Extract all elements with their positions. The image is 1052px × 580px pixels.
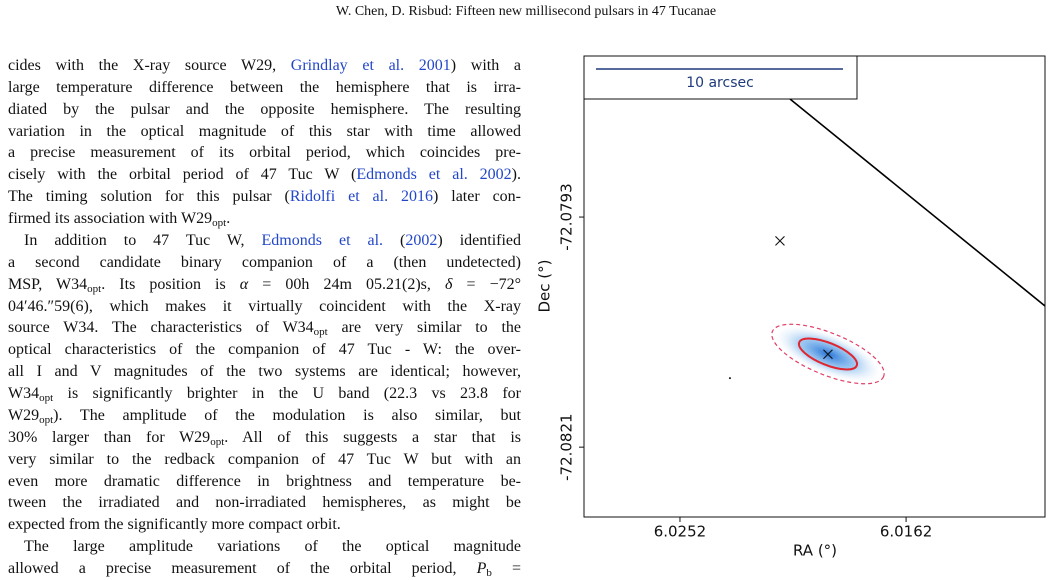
x-tick-label: 6.0162 — [880, 523, 933, 541]
subscript: b — [486, 567, 492, 579]
text-line: all I and V magnitudes of the two system… — [8, 361, 521, 383]
subscript: opt — [212, 217, 227, 230]
inner-contour — [797, 337, 859, 371]
text-run: is significantly brighter in the U band … — [53, 385, 522, 403]
math-symbol: δ — [444, 275, 453, 293]
subscript: opt — [210, 435, 225, 448]
text-run: very similar to the redback companion of… — [8, 450, 521, 468]
text-run: all I and V magnitudes of the two system… — [8, 363, 521, 381]
text-run: ). The amplitude of the modulation is al… — [53, 406, 521, 424]
text-run: a precise measurement of its orbital per… — [8, 144, 521, 162]
text-line: tween the irradiated and non-irradiated … — [8, 492, 521, 514]
math-symbol: P — [476, 560, 487, 577]
text-run: cisely with the orbital period of 47 Tuc… — [8, 166, 357, 184]
text-run: The large amplitude variations of the op… — [24, 538, 521, 556]
text-line: 30% larger than for W29opt. All of this … — [8, 427, 521, 449]
text-run: large temperature difference between the… — [8, 78, 521, 96]
scale-label: 10 arcsec — [686, 75, 754, 91]
citation-link: Edmonds et al. — [261, 231, 384, 249]
text-line: diated by the pulsar and the opposite he… — [8, 99, 521, 121]
x-axis-label: RA (°) — [793, 542, 837, 560]
y-axis-label: Dec (°) — [536, 260, 554, 313]
citation-link: 2002 — [405, 231, 438, 249]
axes-frame — [583, 55, 1046, 518]
scale-box — [583, 55, 858, 100]
text-run: cides with the X-ray source W29, — [8, 57, 291, 74]
citation-link: Ridolfi et al. 2016 — [289, 188, 434, 206]
text-run: MSP, W34 — [8, 275, 88, 293]
text-run: expected from the significantly more com… — [8, 516, 341, 534]
text-run: variation in the optical magnitude of th… — [8, 122, 521, 140]
text-line: W34opt is significantly brighter in the … — [8, 383, 521, 405]
text-run: allowed a precise measurement of the orb… — [8, 560, 477, 577]
text-line: W29opt). The amplitude of the modulation… — [8, 405, 521, 427]
cross-marker — [775, 236, 785, 246]
text-run: ) identified — [437, 231, 522, 249]
text-run: firmed its association with W29 — [8, 210, 213, 228]
text-run: . Its position is — [101, 275, 240, 293]
text-line: 04′46.″59(6), which makes it virtually c… — [8, 296, 521, 318]
text-line: a second candidate binary companion of a… — [8, 252, 521, 274]
text-run: 04′46.″59(6), which makes it virtually c… — [8, 297, 521, 315]
y-tick-label: -72.0793 — [558, 183, 576, 250]
text-run: = −72° — [452, 275, 521, 293]
citation-link: Grindlay et al. 2001 — [290, 57, 451, 74]
x-tick-label: 6.0252 — [654, 523, 707, 541]
text-run: ( — [383, 231, 406, 249]
text-run: . — [226, 210, 231, 228]
text-run: a second candidate binary companion of a… — [8, 253, 521, 271]
text-line: a precise measurement of its orbital per… — [8, 142, 521, 164]
text-run: tween the irradiated and non-irradiated … — [8, 494, 521, 512]
text-run: even more dramatic difference in brightn… — [8, 472, 521, 490]
text-line: MSP, W34opt. Its position is α = 00h 24m… — [8, 274, 521, 296]
subscript: opt — [313, 326, 328, 339]
text-line: optical characteristics of the companion… — [8, 339, 521, 361]
text-line: variation in the optical magnitude of th… — [8, 121, 521, 143]
text-line: expected from the significantly more com… — [8, 514, 521, 536]
text-line: cides with the X-ray source W29, Grindla… — [8, 55, 521, 77]
text-line: The timing solution for this pulsar (Rid… — [8, 186, 521, 208]
text-line: firmed its association with W29opt. — [8, 208, 521, 230]
subscript: opt — [39, 392, 54, 405]
text-line: allowed a precise measurement of the orb… — [8, 558, 521, 580]
text-run: are very similar to the — [327, 319, 522, 337]
text-run: W34 — [8, 385, 40, 403]
text-line: even more dramatic difference in brightn… — [8, 471, 521, 493]
running-header: W. Chen, D. Risbud: Fifteen new millisec… — [335, 4, 717, 19]
dot-marker — [728, 377, 731, 380]
subscript: opt — [39, 413, 54, 426]
text-run: The timing solution for this pulsar ( — [8, 188, 290, 206]
boundary-line — [789, 98, 1046, 307]
text-line: The large amplitude variations of the op… — [8, 536, 521, 558]
text-line: large temperature difference between the… — [8, 77, 521, 99]
text-run: source W34. The characteristics of W34 — [8, 319, 314, 337]
text-run: W29 — [8, 406, 40, 424]
citation-link: Edmonds et al. 2002 — [356, 166, 512, 184]
text-run: In addition to 47 Tuc W, — [24, 231, 262, 249]
text-run: ) later con- — [433, 188, 522, 206]
text-run: ) with a — [450, 57, 522, 74]
text-line: cisely with the orbital period of 47 Tuc… — [8, 164, 521, 186]
text-run: ). — [511, 166, 521, 184]
text-run: = — [491, 560, 521, 577]
text-run: . All of this suggests a star that is — [224, 428, 521, 446]
text-run: 30% larger than for W29 — [8, 428, 211, 446]
text-line: very similar to the redback companion of… — [8, 449, 521, 471]
text-line: source W34. The characteristics of W34op… — [8, 317, 521, 339]
cross-marker — [823, 349, 833, 360]
text-line: In addition to 47 Tuc W, Edmonds et al. … — [8, 230, 521, 252]
y-tick-label: -72.0821 — [558, 413, 576, 480]
text-run: optical characteristics of the companion… — [8, 341, 521, 359]
text-run: = 00h 24m 05.21(2)s, — [248, 275, 445, 293]
math-symbol: α — [239, 275, 249, 293]
text-run: diated by the pulsar and the opposite he… — [8, 100, 521, 118]
outer-contour — [771, 323, 885, 385]
subscript: opt — [87, 282, 102, 295]
